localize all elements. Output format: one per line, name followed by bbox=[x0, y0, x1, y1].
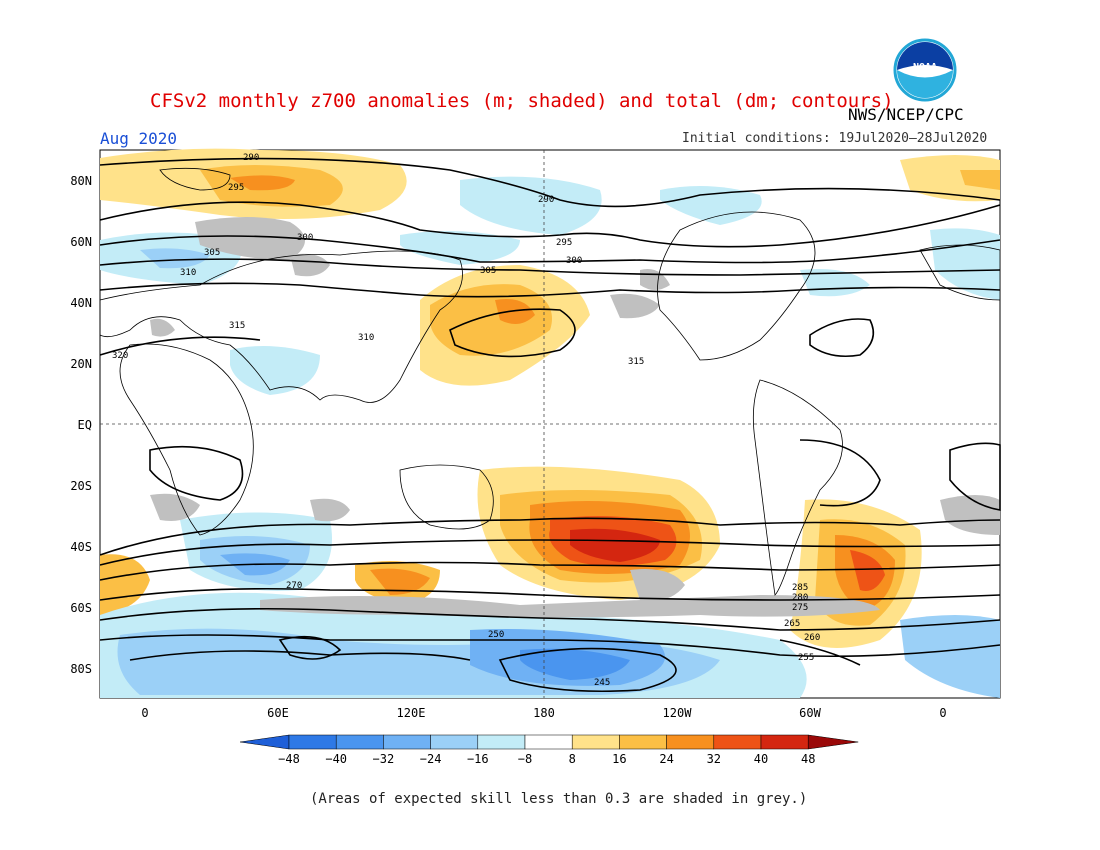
colorbar-tick-label: 40 bbox=[754, 752, 768, 766]
chart-title: CFSv2 monthly z700 anomalies (m; shaded)… bbox=[150, 90, 894, 112]
colorbar-swatch bbox=[713, 734, 762, 750]
colorbar-tick-label: 8 bbox=[569, 752, 576, 766]
colorbar-swatch bbox=[335, 734, 384, 750]
svg-text:305: 305 bbox=[204, 248, 220, 258]
svg-text:305: 305 bbox=[480, 266, 496, 276]
colorbar-swatch bbox=[477, 734, 526, 750]
lon-label: 60W bbox=[799, 706, 821, 720]
colorbar-tick-label: −40 bbox=[325, 752, 347, 766]
colorbar-swatch bbox=[524, 734, 573, 750]
svg-text:315: 315 bbox=[628, 357, 644, 367]
svg-text:310: 310 bbox=[358, 333, 374, 343]
lat-label: 80S bbox=[70, 662, 92, 676]
colorbar-tick-label: −24 bbox=[420, 752, 442, 766]
lon-label: 0 bbox=[141, 706, 148, 720]
anomaly-shading bbox=[100, 148, 1000, 698]
lon-label: 0 bbox=[939, 706, 946, 720]
colorbar-swatch bbox=[666, 734, 715, 750]
lat-label: 60S bbox=[70, 601, 92, 615]
lon-label: 60E bbox=[267, 706, 289, 720]
forecast-month: Aug 2020 bbox=[100, 129, 178, 148]
colorbar-swatch bbox=[619, 734, 667, 750]
svg-text:245: 245 bbox=[594, 678, 610, 688]
colorbar-swatch bbox=[430, 734, 479, 750]
colorbar-swatch bbox=[288, 734, 337, 750]
colorbar-swatch bbox=[571, 734, 620, 750]
colorbar: −48 −40 −32 −24 −16 −8 8 16 24 32 40 48 bbox=[239, 734, 859, 766]
svg-text:295: 295 bbox=[228, 183, 244, 193]
skill-caption: (Areas of expected skill less than 0.3 a… bbox=[310, 791, 808, 807]
longitude-labels: 0 60E 120E 180 120W 60W 0 bbox=[141, 706, 946, 720]
colorbar-swatch bbox=[760, 734, 809, 750]
lat-label: 60N bbox=[70, 235, 92, 249]
svg-text:250: 250 bbox=[488, 630, 504, 640]
colorbar-arrow-right bbox=[807, 734, 859, 750]
lat-label: 20S bbox=[70, 479, 92, 493]
svg-text:300: 300 bbox=[566, 256, 582, 266]
lon-label: 120E bbox=[397, 706, 426, 720]
colorbar-tick-label: 16 bbox=[612, 752, 626, 766]
svg-text:295: 295 bbox=[556, 238, 572, 248]
contour-labels: 290 295 300 305 310 315 320 315 310 305 … bbox=[112, 153, 820, 688]
svg-text:270: 270 bbox=[286, 581, 302, 591]
svg-text:290: 290 bbox=[243, 153, 259, 163]
svg-text:280: 280 bbox=[792, 593, 808, 603]
agency-label: NWS/NCEP/CPC bbox=[848, 105, 964, 124]
svg-text:255: 255 bbox=[798, 653, 814, 663]
svg-text:320: 320 bbox=[112, 351, 128, 361]
svg-text:265: 265 bbox=[784, 619, 800, 629]
svg-text:285: 285 bbox=[792, 583, 808, 593]
latitude-labels: 80N 60N 40N 20N EQ 20S 40S 60S 80S bbox=[70, 174, 92, 676]
colorbar-tick-label: −48 bbox=[278, 752, 300, 766]
colorbar-tick-label: −32 bbox=[373, 752, 395, 766]
lon-label: 180 bbox=[533, 706, 555, 720]
svg-text:300: 300 bbox=[297, 233, 313, 243]
colorbar-tick-label: −8 bbox=[518, 752, 532, 766]
svg-text:260: 260 bbox=[804, 633, 820, 643]
lat-label: 40N bbox=[70, 296, 92, 310]
lat-label: 80N bbox=[70, 174, 92, 188]
noaa-logo-text: NOAA bbox=[913, 62, 937, 73]
svg-text:310: 310 bbox=[180, 268, 196, 278]
colorbar-swatch bbox=[383, 734, 431, 750]
lon-label: 120W bbox=[663, 706, 693, 720]
colorbar-tick-label: −16 bbox=[467, 752, 489, 766]
gridlines bbox=[100, 150, 1000, 698]
lat-label: 40S bbox=[70, 540, 92, 554]
svg-text:315: 315 bbox=[229, 321, 245, 331]
lat-label: EQ bbox=[78, 418, 92, 432]
initial-conditions: Initial conditions: 19Jul2020–28Jul2020 bbox=[682, 131, 988, 146]
contours bbox=[99, 157, 1001, 693]
lat-label: 20N bbox=[70, 357, 92, 371]
map-area: 290 295 300 305 310 315 320 315 310 305 … bbox=[99, 148, 1001, 699]
colorbar-arrow-left bbox=[239, 734, 290, 750]
noaa-logo: NOAA bbox=[893, 38, 957, 102]
colorbar-tick-label: 24 bbox=[659, 752, 673, 766]
colorbar-tick-label: 32 bbox=[707, 752, 721, 766]
colorbar-tick-label: 48 bbox=[801, 752, 815, 766]
svg-text:290: 290 bbox=[538, 195, 554, 205]
svg-text:275: 275 bbox=[792, 603, 808, 613]
